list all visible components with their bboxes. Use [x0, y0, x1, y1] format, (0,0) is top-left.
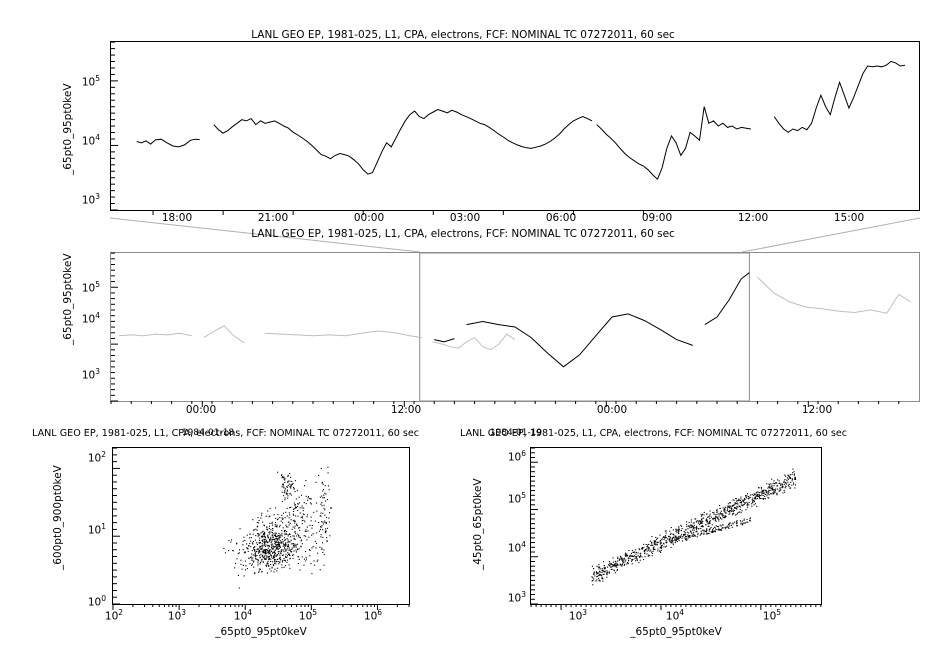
scatter-left-ytick-1e1: 101	[87, 521, 106, 537]
top-xtick-5: 09:00	[641, 212, 673, 224]
scatter-right-axes	[530, 447, 822, 605]
middle-date-label-0: 1984-01-18	[181, 428, 235, 438]
middle-xtick-3: 12:00	[801, 404, 833, 416]
scatter-right-ytick-1e4: 104	[507, 539, 526, 555]
scatter-right-ytick-1e6: 106	[507, 448, 526, 464]
middle-ytick-1e5: 105	[81, 279, 100, 295]
scatter-right-ytick-1e3: 103	[507, 589, 526, 605]
scatter-right-xtick-1: 104	[665, 608, 685, 623]
scatter-left-axes	[112, 447, 410, 605]
scatter-left-ylabel: _600pt0_900pt0keV	[52, 465, 64, 570]
top-xtick-2: 00:00	[353, 212, 385, 224]
scatter-right-xtick-0: 103	[568, 608, 588, 623]
middle-xtick-0: 00:00	[185, 404, 217, 416]
scatter-right-xlabel: _65pt0_95pt0keV	[630, 626, 722, 638]
scatter-right-plot-area	[591, 468, 797, 586]
middle-xtick-1: 12:00	[390, 404, 422, 416]
top-xtick-0: 18:00	[161, 212, 193, 224]
scatter-left-xtick-0: 102	[104, 608, 124, 623]
top-ytick-1e3: 103	[81, 191, 100, 207]
middle-panel-title: LANL GEO EP, 1981-025, L1, CPA, electron…	[251, 228, 675, 240]
scatter-left-ytick-1e0: 100	[87, 593, 106, 609]
scatter-left-xlabel: _65pt0_95pt0keV	[215, 626, 307, 638]
scatter-left-xtick-4: 106	[363, 608, 383, 623]
scatter-right-xtick-2: 105	[762, 608, 782, 623]
top-xtick-6: 12:00	[737, 212, 769, 224]
top-panel-axes	[110, 41, 920, 211]
top-ytick-1e4: 104	[81, 132, 100, 148]
middle-ytick-1e3: 103	[81, 366, 100, 382]
scatter-left-title: LANL GEO EP, 1981-025, L1, CPA, electron…	[32, 428, 420, 439]
top-ytick-1e5: 105	[81, 73, 100, 89]
middle-ytick-1e4: 104	[81, 310, 100, 326]
middle-panel-ylabel: _65pt0_95pt0keV	[62, 253, 74, 346]
middle-xtick-2: 00:00	[596, 404, 628, 416]
top-xtick-1: 21:00	[257, 212, 289, 224]
scatter-left-ytick-1e2: 102	[87, 449, 106, 465]
scatter-right-ylabel: _45pt0_65pt0keV	[472, 478, 484, 571]
top-panel-ylabel: _65pt0_95pt0keV	[62, 83, 74, 176]
middle-panel-axes	[110, 252, 920, 402]
scatter-right-ytick-1e5: 105	[507, 490, 526, 506]
top-xtick-4: 06:00	[545, 212, 577, 224]
middle-panel-plot-area	[119, 253, 912, 401]
scatter-left-xtick-2: 104	[233, 608, 253, 623]
top-xtick-7: 15:00	[833, 212, 865, 224]
middle-date-label-1: 1984-01-19	[489, 428, 543, 438]
scatter-right-title: LANL GEO EP, 1981-025, L1, CPA, electron…	[460, 428, 848, 439]
top-xtick-3: 03:00	[449, 212, 481, 224]
scatter-left-xtick-3: 105	[298, 608, 318, 623]
top-panel-plot-area	[136, 60, 906, 181]
scatter-left-plot-area	[223, 466, 332, 589]
scatter-left-xtick-1: 103	[167, 608, 187, 623]
top-panel-title: LANL GEO EP, 1981-025, L1, CPA, electron…	[251, 29, 675, 41]
